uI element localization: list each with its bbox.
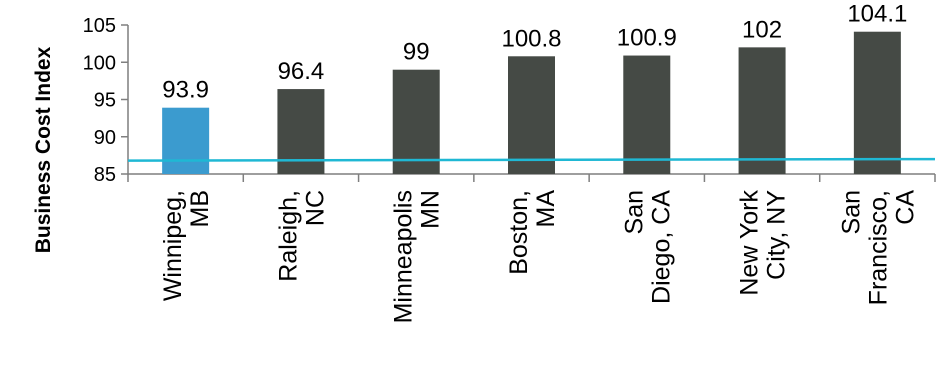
data-label: 96.4: [278, 58, 325, 85]
y-tick-label: 105: [83, 15, 116, 37]
category-label-line: MB: [186, 190, 214, 228]
category-label: San Diego, CA: [620, 190, 675, 304]
category-label-line: NC: [301, 190, 329, 226]
category-labels: Winnipeg, MB Raleigh, NC Minneapolis MN Boston…: [159, 190, 919, 324]
category-label-line: Boston,: [505, 190, 533, 275]
category-label-line: CA: [891, 190, 919, 225]
category-label: Minneapolis MN: [390, 190, 445, 323]
category-label: San Francisco, CA: [837, 190, 919, 306]
category-label: New York City, NY: [736, 190, 791, 296]
data-label: 100.8: [501, 25, 561, 52]
data-label: 100.9: [617, 25, 677, 52]
bar: [392, 69, 440, 174]
data-label: 99: [403, 39, 430, 66]
category-label-line: New York: [736, 190, 764, 296]
category-label: Raleigh, NC: [274, 190, 329, 282]
reference-line: [127, 157, 936, 162]
category-label-line: Winnipeg,: [159, 190, 187, 301]
category-label-line: MA: [532, 190, 560, 228]
y-tick-labels: 85 90 95 100 105: [83, 15, 116, 186]
category-label-line: San: [837, 190, 865, 234]
category-label-line: Diego, CA: [647, 190, 675, 304]
bar: [738, 47, 786, 174]
category-label-line: San: [620, 190, 648, 234]
data-label: 104.1: [847, 1, 907, 28]
y-tick-label: 100: [83, 52, 116, 74]
bar: [853, 31, 901, 174]
y-axis-label: Business Cost Index: [32, 46, 55, 253]
category-label: Boston, MA: [505, 190, 560, 275]
category-label-line: Minneapolis: [390, 190, 418, 323]
data-labels: 93.9 96.4 99 100.8 100.9 102 104.1: [162, 1, 907, 104]
bars: [162, 31, 901, 174]
data-label: 102: [742, 16, 782, 43]
reference-line-stroke: [127, 157, 936, 162]
bar: [508, 56, 555, 174]
category-label: Winnipeg, MB: [159, 190, 214, 301]
bar: [162, 107, 210, 174]
bar: [623, 55, 671, 174]
y-tick-label: 85: [94, 164, 116, 186]
data-label: 93.9: [162, 77, 209, 104]
category-label-line: MN: [417, 190, 445, 229]
category-label-line: Francisco,: [864, 190, 892, 305]
category-label-line: City, NY: [763, 190, 791, 280]
y-tick-label: 95: [94, 90, 116, 112]
y-tick-label: 90: [94, 127, 116, 149]
category-label-line: Raleigh,: [274, 190, 302, 282]
